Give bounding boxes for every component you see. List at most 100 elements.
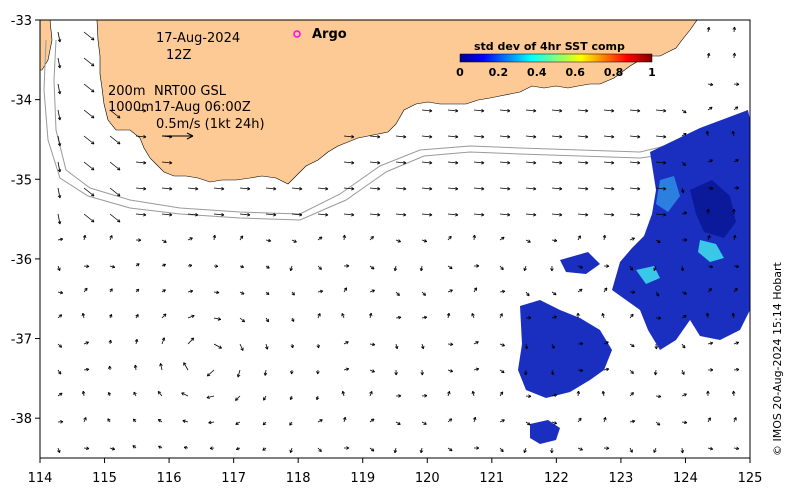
velocity-arrow-head	[90, 37, 95, 41]
velocity-arrow	[343, 161, 355, 164]
velocity-arrow-head	[585, 134, 589, 139]
velocity-arrow	[134, 364, 137, 371]
velocity-arrow-head	[57, 169, 62, 173]
velocity-arrow	[265, 187, 277, 190]
velocity-arrow-head	[632, 290, 636, 294]
velocity-arrow-head	[108, 339, 113, 344]
velocity-arrow-head	[550, 450, 554, 454]
velocity-arrow-head	[585, 160, 589, 165]
velocity-arrow-head	[368, 312, 373, 317]
velocity-arrow-head	[631, 237, 635, 241]
velocity-arrow	[525, 109, 537, 112]
velocity-arrow-head	[481, 186, 485, 191]
velocity-arrow-head	[585, 108, 589, 113]
velocity-arrow-head	[107, 391, 112, 396]
velocity-arrow-head	[240, 264, 245, 269]
velocity-arrow-head	[683, 291, 687, 295]
velocity-arrow	[369, 135, 381, 138]
velocity-arrow-head	[605, 341, 609, 345]
velocity-arrow-head	[611, 134, 615, 139]
velocity-arrow-head	[263, 397, 267, 401]
velocity-arrow-head	[90, 115, 95, 119]
velocity-arrow-head	[419, 267, 424, 272]
velocity-arrow-head	[707, 417, 711, 421]
velocity-arrow-head	[423, 421, 427, 425]
velocity-arrow-head	[629, 449, 633, 453]
velocity-arrow-head	[265, 291, 270, 296]
velocity-arrow-head	[83, 417, 87, 421]
velocity-arrow-head	[682, 162, 686, 166]
velocity-arrow-head	[162, 289, 166, 293]
velocity-arrow-head	[429, 212, 433, 217]
velocity-arrow	[603, 161, 615, 164]
velocity-arrow-head	[710, 368, 714, 372]
velocity-arrow-head	[241, 291, 245, 295]
x-tick-label: 116	[157, 471, 182, 486]
velocity-arrow-head	[731, 390, 736, 394]
velocity-arrow-head	[206, 395, 210, 399]
velocity-arrow-head	[476, 446, 480, 450]
velocity-arrow-head	[217, 317, 222, 321]
velocity-arrow-head	[735, 341, 740, 345]
velocity-arrow-head	[263, 372, 268, 376]
velocity-arrow-head	[601, 390, 606, 395]
velocity-arrow-head	[553, 393, 558, 398]
velocity-arrow-head	[732, 26, 737, 30]
velocity-arrow-head	[559, 186, 563, 191]
velocity-arrow	[629, 135, 641, 138]
velocity-arrow	[109, 161, 121, 171]
velocity-arrow-head	[637, 134, 641, 139]
velocity-arrow	[421, 213, 433, 216]
velocity-arrow-head	[481, 160, 485, 165]
velocity-arrow-head	[240, 347, 244, 351]
velocity-arrow	[369, 187, 381, 190]
velocity-arrow-head	[316, 345, 320, 349]
velocity-arrow	[135, 135, 147, 138]
velocity-arrow	[421, 161, 433, 164]
velocity-arrow-head	[299, 186, 303, 191]
x-tick-label: 117	[221, 471, 246, 486]
velocity-arrow-head	[239, 235, 244, 239]
argo-marker-icon	[293, 30, 301, 38]
velocity-arrow-head	[706, 390, 710, 394]
velocity-arrow-head	[86, 264, 90, 269]
depth-1000-label: 1000m	[108, 100, 154, 115]
velocity-arrow	[135, 109, 147, 112]
velocity-arrow-head	[262, 421, 267, 426]
velocity-arrow-head	[507, 212, 511, 217]
velocity-arrow-head	[133, 391, 137, 396]
velocity-arrow-head	[653, 449, 657, 453]
colorbar-tick-label: 1	[648, 66, 656, 79]
velocity-arrow-head	[735, 159, 739, 163]
velocity-arrow-head	[316, 371, 320, 375]
velocity-arrow-head	[631, 343, 635, 348]
velocity-arrow-head	[57, 91, 62, 95]
velocity-arrow	[421, 135, 433, 138]
velocity-arrow-head	[116, 141, 121, 145]
sst-std-dev-field	[518, 110, 750, 444]
x-tick-label: 121	[479, 471, 504, 486]
velocity-arrow-head	[291, 318, 295, 322]
velocity-arrow	[317, 213, 329, 216]
velocity-arrow	[213, 187, 225, 190]
velocity-arrow-head	[60, 420, 64, 424]
velocity-arrow-head	[708, 288, 712, 292]
velocity-arrow-head	[559, 134, 563, 139]
velocity-arrow-head	[657, 239, 661, 243]
velocity-arrow-head	[455, 134, 459, 139]
velocity-arrow-head	[267, 238, 272, 243]
velocity-arrow-head	[684, 420, 688, 425]
velocity-arrow-head	[346, 446, 350, 450]
velocity-arrow-head	[195, 186, 199, 191]
velocity-arrow-head	[663, 160, 667, 165]
velocity-arrow-head	[655, 293, 660, 297]
velocity-arrow-head	[524, 372, 528, 376]
velocity-arrow	[655, 161, 667, 164]
velocity-arrow-head	[446, 312, 451, 317]
velocity-arrow-head	[421, 345, 425, 350]
velocity-arrow-head	[424, 394, 428, 398]
velocity-arrow	[187, 213, 199, 216]
velocity-arrow-head	[317, 313, 321, 317]
velocity-arrow-head	[553, 421, 558, 425]
x-tick-label: 115	[92, 471, 117, 486]
